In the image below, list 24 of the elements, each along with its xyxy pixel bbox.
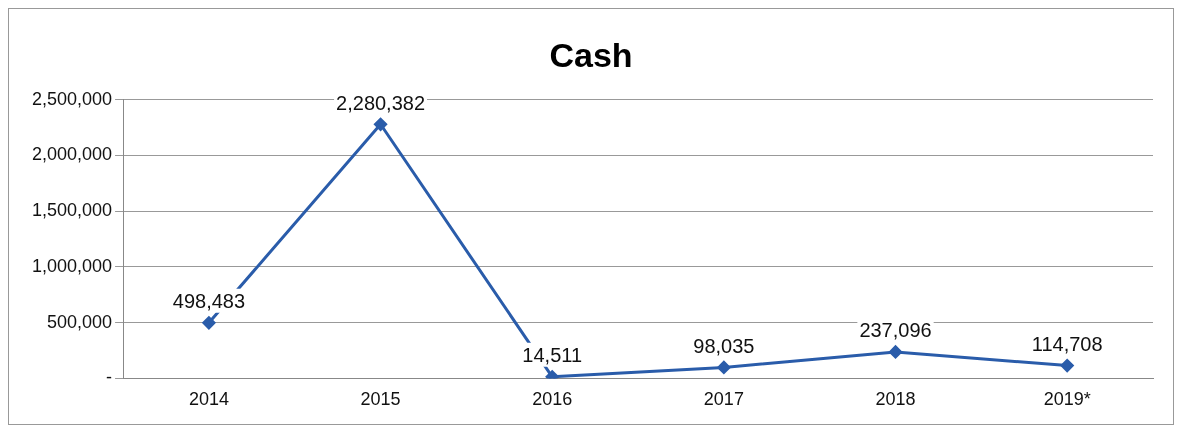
y-tick-label: - [106, 367, 113, 388]
x-tick-label: 2016 [532, 389, 573, 410]
x-tick-label: 2018 [875, 389, 916, 410]
data-label: 2,280,382 [336, 91, 426, 114]
point [1060, 359, 1074, 373]
point [889, 345, 903, 359]
x-tick-label: 2017 [703, 389, 744, 410]
x-tick-label: 2019* [1043, 389, 1091, 410]
x-tick-label: 2015 [360, 389, 401, 410]
y-tick-label: 1,000,000 [32, 255, 113, 276]
point [374, 117, 388, 131]
point [202, 316, 216, 330]
y-tick-label: 2,000,000 [32, 144, 113, 165]
data-label: 237,096 [859, 319, 932, 342]
x-tick-label: 2014 [188, 389, 229, 410]
y-tick-label: 500,000 [47, 311, 113, 332]
data-label: 114,708 [1031, 333, 1103, 356]
point [717, 360, 731, 374]
data-label: 14,511 [522, 344, 583, 367]
data-label: 498,483 [172, 290, 246, 313]
y-tick-label: 2,500,000 [32, 88, 113, 109]
data-label: 98,035 [693, 334, 755, 357]
y-tick-label: 1,500,000 [32, 200, 113, 221]
chart-title: Cash [549, 35, 633, 74]
